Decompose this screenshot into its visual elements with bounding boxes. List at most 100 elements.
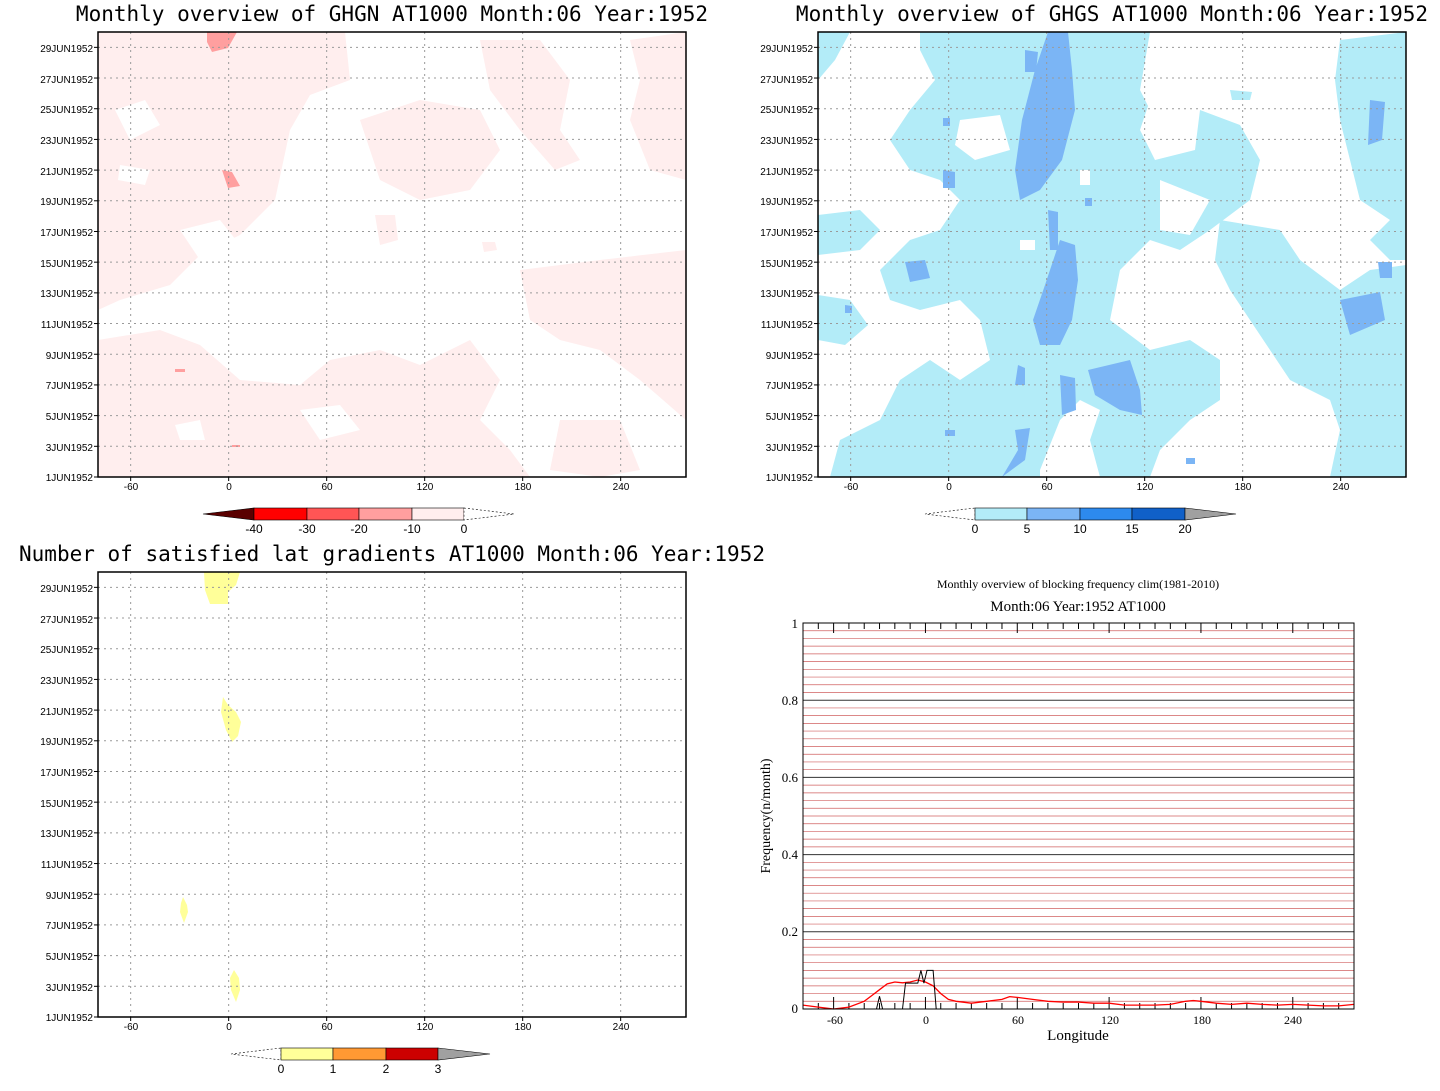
ghgn-colorbar: -40 -30 -20 -10 0 bbox=[202, 507, 515, 536]
latgrad-ytick: 11JUN1952 bbox=[41, 860, 94, 871]
blocking-frame bbox=[802, 622, 1355, 1010]
ghgn-ytick: 13JUN1952 bbox=[40, 289, 93, 300]
latgrad-y-ticks: 1JUN1952 3JUN1952 5JUN1952 7JUN1952 9JUN… bbox=[40, 584, 93, 1024]
ghgn-grid bbox=[94, 32, 686, 481]
latgrad-cb-label: 0 bbox=[278, 1062, 285, 1076]
latgrad-contour-fill bbox=[180, 572, 241, 1002]
latgrad-ytick: 7JUN1952 bbox=[46, 921, 94, 932]
latgrad-colorbar: 0 1 2 3 bbox=[230, 1047, 491, 1076]
ghgs-cb-arrow-right bbox=[1184, 507, 1237, 521]
ghgn-xtick: 180 bbox=[515, 482, 532, 493]
ghgs-cb-box bbox=[1026, 507, 1081, 521]
ghgn-ytick: 1JUN1952 bbox=[46, 473, 94, 484]
ghgs-ytick: 9JUN1952 bbox=[766, 351, 814, 362]
blocking-title: Monthly overview of blocking frequency c… bbox=[937, 577, 1219, 591]
latgrad-xtick: -60 bbox=[124, 1022, 139, 1033]
ghgn-cb-box bbox=[411, 507, 465, 521]
blocking-ytick: 0.4 bbox=[782, 847, 799, 862]
blocking-ytick: 0 bbox=[792, 1001, 799, 1016]
ghgn-cb-box bbox=[306, 507, 360, 521]
latgrad-ytick: 21JUN1952 bbox=[40, 707, 93, 718]
ghgs-cb-label: 5 bbox=[1024, 522, 1031, 536]
ghgn-cb-label: 0 bbox=[461, 522, 468, 536]
ghgs-grid bbox=[814, 32, 1406, 481]
ghgs-ytick: 19JUN1952 bbox=[760, 197, 813, 208]
blocking-xtick: 120 bbox=[1101, 1013, 1119, 1027]
latgrad-cb-box bbox=[332, 1047, 387, 1061]
ghgn-cb-arrow-left bbox=[202, 507, 255, 521]
blocking-xtick: 180 bbox=[1193, 1013, 1211, 1027]
ghgn-y-ticks: 1JUN1952 3JUN1952 5JUN1952 7JUN1952 9JUN… bbox=[40, 44, 93, 484]
latgrad-xtick: 240 bbox=[613, 1022, 630, 1033]
blocking-y-ticks: 0 0.2 0.4 0.6 0.8 1 bbox=[782, 616, 799, 1016]
blocking-tick-marks bbox=[817, 623, 1355, 1009]
ghgs-cb-label: 0 bbox=[972, 522, 979, 536]
series-line-climatology bbox=[802, 979, 1355, 1010]
latgrad-cb-arrow-right bbox=[437, 1047, 491, 1061]
ghgn-xtick: -60 bbox=[124, 482, 139, 493]
latgrad-plot-area bbox=[98, 572, 686, 1017]
blocking-xlabel: Longitude bbox=[1047, 1028, 1109, 1044]
ghgs-xtick: 240 bbox=[1333, 482, 1350, 493]
ghgn-ytick: 29JUN1952 bbox=[40, 44, 93, 55]
latgrad-ytick: 23JUN1952 bbox=[40, 676, 93, 687]
ghgs-xtick: 0 bbox=[946, 482, 952, 493]
latgrad-ytick: 15JUN1952 bbox=[40, 799, 93, 810]
ghgs-cb-box bbox=[1131, 507, 1186, 521]
panel-lat-gradients: Number of satisfied lat gradients AT1000… bbox=[19, 542, 765, 1076]
blocking-ytick: 0.8 bbox=[782, 693, 798, 708]
ghgs-title: Monthly overview of GHGS AT1000 Month:06… bbox=[796, 2, 1428, 26]
latgrad-x-ticks: -60 0 60 120 180 240 bbox=[124, 1022, 630, 1033]
ghgn-cb-label: -30 bbox=[298, 522, 316, 536]
latgrad-cb-box bbox=[385, 1047, 439, 1061]
ghgs-colorbar: 0 5 10 15 20 bbox=[924, 507, 1237, 536]
blocking-xtick: 240 bbox=[1284, 1013, 1302, 1027]
latgrad-ytick: 19JUN1952 bbox=[40, 737, 93, 748]
ghgs-xtick: 60 bbox=[1041, 482, 1053, 493]
ghgs-cb-label: 10 bbox=[1073, 522, 1087, 536]
ghgs-ytick: 27JUN1952 bbox=[760, 75, 813, 86]
ghgs-ytick: 25JUN1952 bbox=[760, 105, 813, 116]
latgrad-ytick: 5JUN1952 bbox=[46, 952, 94, 963]
ghgn-x-ticks: -60 0 60 120 180 240 bbox=[124, 482, 630, 493]
ghgs-x-ticks: -60 0 60 120 180 240 bbox=[844, 482, 1350, 493]
ghgn-ytick: 17JUN1952 bbox=[40, 228, 93, 239]
latgrad-title: Number of satisfied lat gradients AT1000… bbox=[19, 542, 765, 566]
ghgs-ytick: 17JUN1952 bbox=[760, 228, 813, 239]
latgrad-cb-box bbox=[280, 1047, 334, 1061]
latgrad-frame bbox=[97, 571, 687, 1018]
blocking-subtitle: Month:06 Year:1952 AT1000 bbox=[990, 599, 1165, 615]
latgrad-ytick: 9JUN1952 bbox=[46, 891, 94, 902]
ghgn-ytick: 27JUN1952 bbox=[40, 75, 93, 86]
ghgs-ytick: 29JUN1952 bbox=[760, 44, 813, 55]
ghgn-cb-label: -20 bbox=[350, 522, 368, 536]
latgrad-ytick: 25JUN1952 bbox=[40, 645, 93, 656]
latgrad-cb-label: 3 bbox=[435, 1062, 442, 1076]
panel-ghgs: Monthly overview of GHGS AT1000 Month:06… bbox=[760, 2, 1428, 536]
ghgs-ytick: 3JUN1952 bbox=[766, 443, 814, 454]
ghgn-cb-box bbox=[358, 507, 413, 521]
blocking-ytick: 0.2 bbox=[782, 924, 798, 939]
latgrad-xtick: 180 bbox=[515, 1022, 532, 1033]
blocking-ylabel: Frequency(n/month) bbox=[759, 758, 774, 873]
panel-ghgn: Monthly overview of GHGN AT1000 Month:06… bbox=[40, 2, 708, 536]
latgrad-ytick: 3JUN1952 bbox=[46, 983, 94, 994]
ghgs-ytick: 11JUN1952 bbox=[761, 320, 814, 331]
ghgn-ytick: 15JUN1952 bbox=[40, 259, 93, 270]
ghgs-ytick: 7JUN1952 bbox=[766, 381, 814, 392]
blocking-ytick: 0.6 bbox=[782, 770, 799, 785]
blocking-xtick: -60 bbox=[827, 1013, 843, 1027]
ghgn-ytick: 7JUN1952 bbox=[46, 381, 94, 392]
latgrad-ytick: 17JUN1952 bbox=[40, 768, 93, 779]
ghgn-cb-arrow-right bbox=[463, 507, 515, 521]
ghgs-cb-arrow-left bbox=[924, 507, 976, 521]
ghgs-y-ticks: 1JUN1952 3JUN1952 5JUN1952 7JUN1952 9JUN… bbox=[760, 44, 813, 484]
blocking-xtick: 60 bbox=[1012, 1013, 1024, 1027]
ghgn-ytick: 5JUN1952 bbox=[46, 412, 94, 423]
ghgn-cb-box bbox=[253, 507, 308, 521]
latgrad-ytick: 27JUN1952 bbox=[40, 615, 93, 626]
ghgs-ytick: 1JUN1952 bbox=[766, 473, 814, 484]
latgrad-cb-label: 1 bbox=[330, 1062, 337, 1076]
ghgn-ytick: 3JUN1952 bbox=[46, 443, 94, 454]
